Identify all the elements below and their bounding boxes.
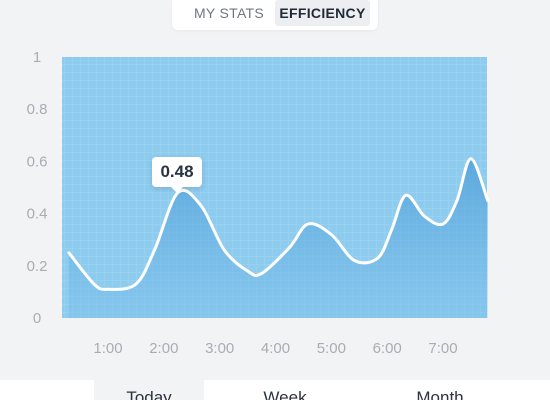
tab-efficiency[interactable]: EFFICIENCY [275, 0, 370, 26]
y-tick-label: 0.4 [27, 206, 48, 223]
y-tick-label: 1 [33, 49, 41, 66]
y-tick-label: 0.6 [27, 153, 48, 170]
x-tick-label: 7:00 [428, 340, 457, 357]
y-tick-label: 0 [33, 310, 41, 327]
tab-my-stats[interactable]: MY STATS [193, 5, 265, 21]
period-week-button[interactable]: Week [263, 388, 307, 400]
tooltip-value: 0.48 [160, 162, 194, 181]
x-tick-label: 3:00 [205, 340, 234, 357]
x-axis: 1:00 2:00 3:00 4:00 5:00 6:00 7:00 [93, 340, 457, 357]
x-tick-label: 1:00 [93, 340, 122, 357]
period-today-button[interactable]: Today [94, 380, 204, 400]
peak-tooltip: 0.48 [152, 157, 202, 193]
x-tick-label: 2:00 [149, 340, 178, 357]
efficiency-chart: 0 0.2 0.4 0.6 0.8 1 1:00 2:00 3:00 4:00 5:00 6:00 7… [27, 49, 490, 357]
period-month-button[interactable]: Month [416, 388, 464, 400]
series-line [67, 157, 490, 291]
y-tick-label: 0.2 [27, 258, 48, 275]
view-tabs: MY STATS EFFICIENCY [172, 0, 378, 30]
y-axis: 0 0.2 0.4 0.6 0.8 1 [27, 49, 48, 327]
x-tick-label: 5:00 [317, 340, 346, 357]
series-area [68, 158, 488, 318]
x-tick-label: 4:00 [261, 340, 290, 357]
y-tick-label: 0.8 [27, 101, 48, 118]
period-selector: Today Week Month [0, 380, 550, 400]
x-tick-label: 6:00 [373, 340, 402, 357]
